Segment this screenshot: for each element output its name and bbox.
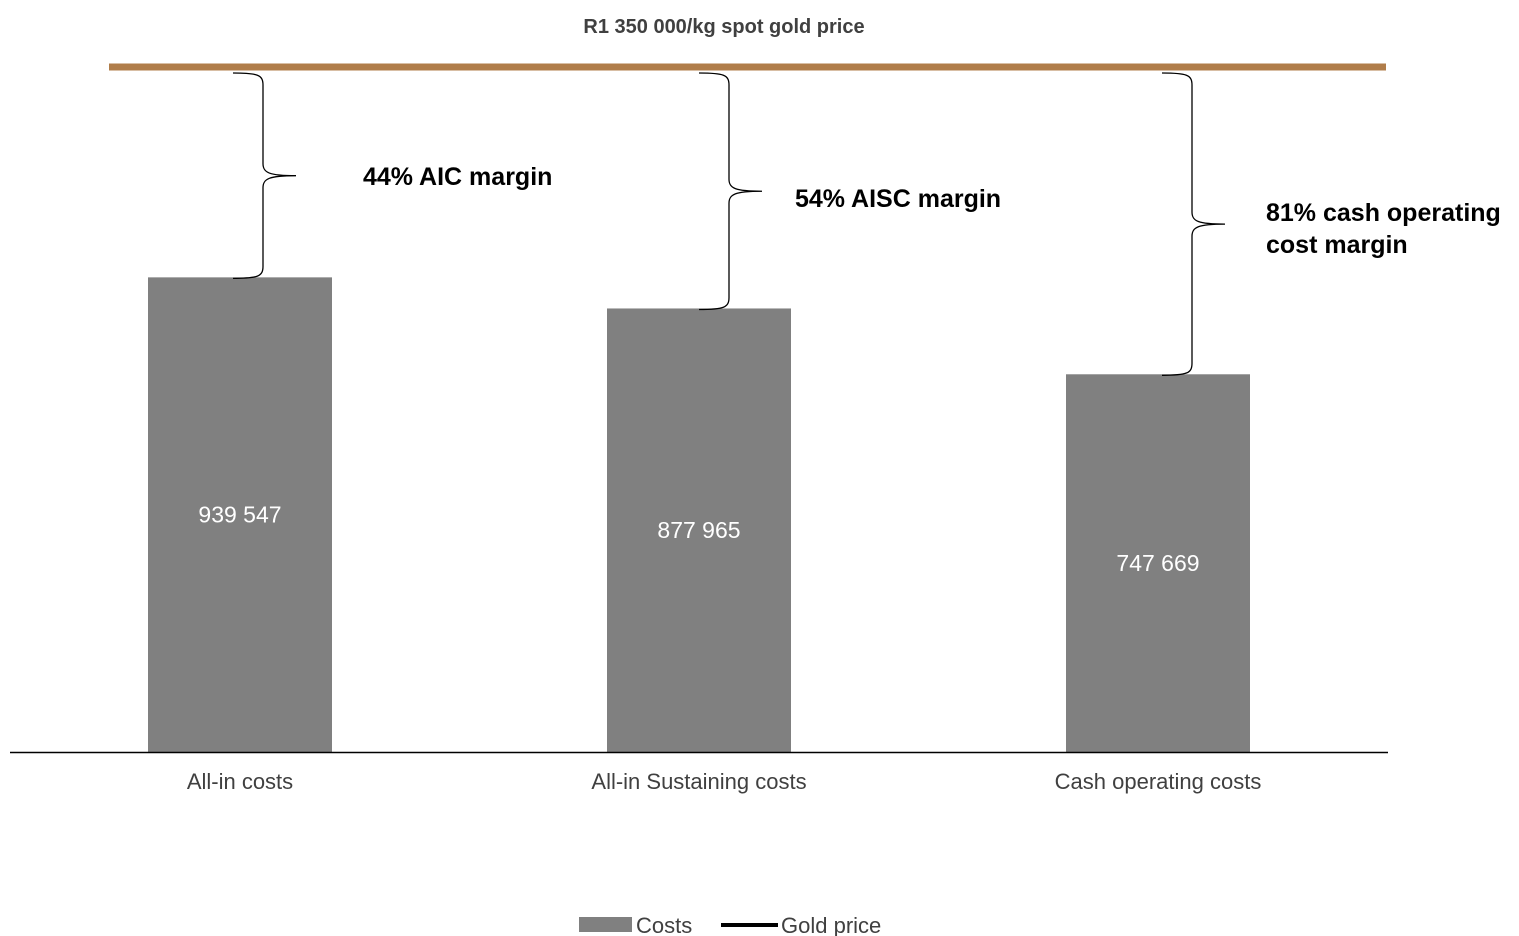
bar-value-label-1: 939 547 — [198, 502, 281, 528]
margin-label-line: 44% AIC margin — [363, 163, 552, 191]
bar-value-label-2: 877 965 — [657, 517, 740, 543]
legend: Costs Gold price — [579, 913, 881, 936]
category-label-3: Cash operating costs — [1055, 769, 1262, 794]
chart-title: R1 350 000/kg spot gold price — [583, 16, 864, 38]
category-label-1: All-in costs — [187, 769, 293, 794]
category-label-2: All-in Sustaining costs — [591, 769, 806, 794]
margin-braces: 44% AIC margin 54% AISC margin 81% cash op… — [232, 72, 1501, 376]
margin-label-2: 54% AISC margin — [795, 185, 1001, 213]
margin-brace-3 — [1161, 72, 1226, 376]
margin-label-1: 44% AIC margin — [363, 163, 552, 191]
bar-1 — [148, 277, 332, 752]
margin-label-line: 81% cash operating — [1266, 199, 1501, 227]
legend-gold-price-label: Gold price — [781, 913, 881, 936]
margin-label-line: cost margin — [1266, 231, 1408, 259]
margin-brace-1 — [232, 72, 297, 280]
bars: 939 547 All-in costs 877 965 All-in Sustain… — [148, 277, 1261, 794]
bar-value-label-3: 747 669 — [1116, 550, 1199, 576]
margin-label-3: 81% cash operating cost margin — [1266, 199, 1501, 259]
legend-costs-label: Costs — [636, 913, 692, 936]
margin-brace-2 — [698, 72, 763, 311]
legend-costs-swatch — [579, 917, 632, 932]
bar-3 — [1066, 374, 1250, 752]
bar-2 — [607, 308, 791, 752]
margin-label-line: 54% AISC margin — [795, 185, 1001, 213]
